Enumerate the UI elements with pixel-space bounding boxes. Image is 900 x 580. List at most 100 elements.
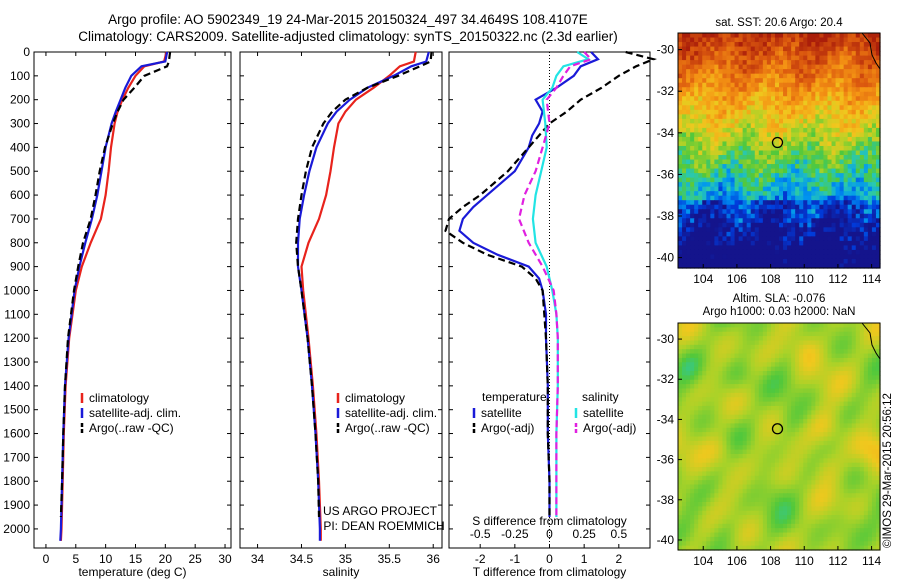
map-cell bbox=[835, 344, 841, 350]
map-cell bbox=[766, 209, 772, 215]
map-cell bbox=[754, 60, 760, 66]
map-cell bbox=[863, 440, 869, 446]
map-cell bbox=[682, 419, 687, 425]
map-cell bbox=[871, 401, 877, 407]
map-cell bbox=[754, 388, 760, 394]
map-cell bbox=[855, 493, 861, 499]
map-cell bbox=[843, 445, 849, 451]
map-cell bbox=[710, 488, 715, 494]
map-cell bbox=[803, 118, 808, 124]
map-cell bbox=[706, 371, 711, 376]
map-cell bbox=[779, 331, 784, 337]
map-cell bbox=[694, 419, 699, 425]
map-cell bbox=[706, 73, 711, 79]
map-cell bbox=[795, 445, 800, 451]
map-cell bbox=[770, 123, 776, 129]
map-cell bbox=[815, 336, 820, 342]
map-cell bbox=[807, 414, 812, 420]
map-cell bbox=[678, 462, 683, 468]
map-cell bbox=[774, 105, 780, 111]
map-cell bbox=[710, 118, 715, 124]
map-cell bbox=[738, 191, 744, 197]
map-cell bbox=[843, 375, 849, 381]
map-cell bbox=[871, 236, 877, 242]
map-cell bbox=[827, 427, 833, 433]
map-cell bbox=[843, 209, 849, 215]
map-cell bbox=[787, 155, 792, 161]
map-cell bbox=[851, 82, 857, 88]
map-cell bbox=[762, 200, 768, 206]
map-cell bbox=[871, 436, 877, 442]
map-cell bbox=[742, 91, 748, 97]
map-cell bbox=[738, 64, 744, 70]
map-cell bbox=[718, 379, 724, 385]
map-cell bbox=[690, 357, 695, 363]
map-cell bbox=[787, 249, 792, 256]
map-cell bbox=[831, 136, 837, 143]
map-cell bbox=[746, 227, 752, 233]
map-cell bbox=[706, 42, 711, 48]
map-cell bbox=[690, 177, 695, 183]
y-tick-label: 1900 bbox=[3, 498, 30, 512]
map-cell bbox=[779, 105, 784, 111]
map-cell bbox=[714, 436, 719, 442]
map-cell bbox=[766, 362, 772, 368]
map-cell bbox=[714, 388, 719, 394]
map-cell bbox=[795, 73, 800, 79]
map-cell bbox=[750, 78, 756, 84]
map-cell bbox=[799, 449, 804, 455]
map-cell bbox=[774, 331, 780, 337]
map-cell bbox=[819, 458, 825, 464]
map-cell bbox=[682, 82, 687, 88]
map-cell bbox=[710, 145, 715, 152]
map-cell bbox=[734, 458, 740, 464]
map-cell bbox=[762, 432, 768, 438]
map-cell bbox=[762, 471, 768, 477]
map-cell bbox=[839, 501, 845, 507]
map-cell bbox=[815, 392, 820, 398]
map-cell bbox=[750, 73, 756, 79]
map-cell bbox=[811, 73, 816, 79]
map-cell bbox=[686, 191, 691, 197]
map-cell bbox=[795, 114, 800, 120]
map-cell bbox=[827, 453, 833, 459]
map-cell bbox=[855, 484, 861, 490]
map-cell bbox=[783, 384, 788, 390]
map-cell bbox=[867, 51, 873, 57]
map-cell bbox=[754, 327, 760, 333]
map-cell bbox=[690, 200, 695, 206]
map-cell bbox=[839, 51, 845, 57]
map-cell bbox=[827, 118, 833, 124]
map-cell bbox=[815, 331, 820, 337]
map-cell bbox=[690, 254, 695, 260]
map-cell bbox=[855, 258, 861, 265]
map-cell bbox=[714, 501, 719, 507]
map-cell bbox=[779, 236, 784, 242]
map-cell bbox=[742, 423, 748, 429]
map-cell bbox=[811, 371, 816, 376]
map-cell bbox=[791, 64, 796, 70]
map-cell bbox=[726, 384, 732, 390]
map-cell bbox=[742, 186, 748, 192]
map-cell bbox=[710, 136, 715, 143]
map-cell bbox=[875, 200, 881, 206]
map-cell bbox=[714, 42, 719, 48]
map-cell bbox=[694, 506, 699, 512]
map-cell bbox=[779, 375, 784, 381]
map-cell bbox=[875, 384, 881, 390]
map-cell bbox=[694, 182, 699, 188]
map-cell bbox=[867, 69, 873, 75]
map-cell bbox=[843, 379, 849, 385]
map-cell bbox=[839, 497, 845, 503]
map-cell bbox=[762, 173, 768, 179]
map-cell bbox=[742, 405, 748, 411]
map-cell bbox=[819, 91, 825, 97]
map-cell bbox=[742, 353, 748, 359]
map-cell bbox=[803, 82, 808, 88]
map-cell bbox=[843, 227, 849, 233]
map-cell bbox=[783, 123, 788, 129]
map-cell bbox=[779, 445, 784, 451]
map-cell bbox=[795, 379, 800, 385]
map-cell bbox=[750, 379, 756, 385]
map-cell bbox=[690, 159, 695, 165]
